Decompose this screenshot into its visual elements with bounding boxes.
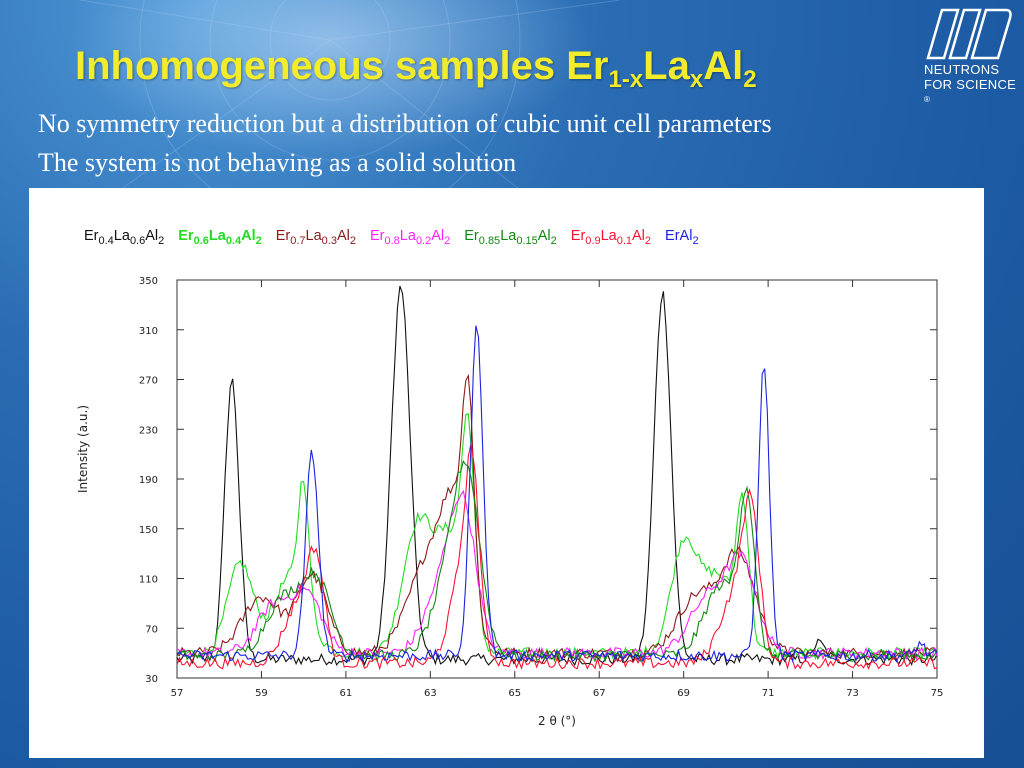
chart-legend: Er0.4La0.6Al2 Er0.6La0.4Al2 Er0.7La0.3Al2 E… (84, 228, 713, 247)
x-tick-label: 57 (171, 688, 184, 699)
ill-logo: NEUTRONS FOR SCIENCE ® (922, 6, 1018, 104)
y-tick-label: 30 (145, 674, 158, 685)
registered-mark: ® (924, 95, 931, 104)
subtitle-line2: The system is not behaving as a solid so… (38, 148, 517, 177)
x-tick-label: 59 (255, 688, 268, 699)
y-tick-label: 70 (145, 624, 158, 635)
logo-caption: NEUTRONS FOR SCIENCE ® (924, 62, 1018, 110)
legend-entry-5: Er0.85La0.15Al2 (464, 228, 557, 247)
subtitle-line1: No symmetry reduction but a distribution… (38, 109, 772, 138)
series-line-2 (176, 413, 938, 661)
series-line-6 (176, 443, 938, 671)
x-tick-label: 67 (593, 688, 606, 699)
logo-line1: NEUTRONS (924, 62, 1000, 77)
legend-entry-4: Er0.8La0.2Al2 (370, 228, 451, 247)
y-tick-label: 230 (139, 425, 158, 436)
series-line-5 (176, 460, 938, 664)
series-line-4 (176, 489, 938, 661)
background-decoration (70, 0, 621, 200)
series-line-7 (176, 325, 938, 664)
x-axis-label: 2 θ (°) (538, 714, 576, 728)
diffraction-chart: 30 70 110 150 190 230 270 310 350 57 59 61 63 65 67 69 7… (76, 276, 944, 728)
y-tick-label: 110 (139, 575, 158, 586)
x-tick-label: 69 (677, 688, 690, 699)
legend-entry-2: Er0.6La0.4Al2 (178, 228, 262, 247)
x-tick-label: 61 (340, 688, 353, 699)
y-tick-label: 310 (139, 326, 158, 337)
legend-entry-7: ErAl2 (665, 228, 699, 247)
y-axis-label: Intensity (a.u.) (76, 405, 90, 493)
plot-frame (176, 279, 938, 679)
y-tick-label: 350 (139, 276, 158, 287)
y-tick-label: 150 (139, 525, 158, 536)
x-tick-label: 75 (931, 688, 944, 699)
legend-entry-6: Er0.9La0.1Al2 (570, 228, 652, 247)
ill-logo-icon (926, 8, 1012, 60)
legend-entry-1: Er0.4La0.6Al2 (84, 228, 165, 247)
x-tick-label: 73 (846, 688, 859, 699)
legend-entry-3: Er0.7La0.3Al2 (275, 228, 356, 247)
logo-line2: FOR SCIENCE ® (924, 77, 1017, 104)
x-tick-label: 71 (762, 688, 775, 699)
x-tick-label: 65 (508, 688, 521, 699)
x-tick-label: 63 (424, 688, 437, 699)
slide-title: Inhomogeneous samples Er1-xLaxAl2 (75, 44, 757, 93)
y-tick-label: 270 (139, 376, 158, 387)
y-tick-label: 190 (139, 475, 158, 486)
chart-panel: Er0.4La0.6Al2 Er0.6La0.4Al2 Er0.7La0.3Al2 E… (29, 188, 984, 758)
